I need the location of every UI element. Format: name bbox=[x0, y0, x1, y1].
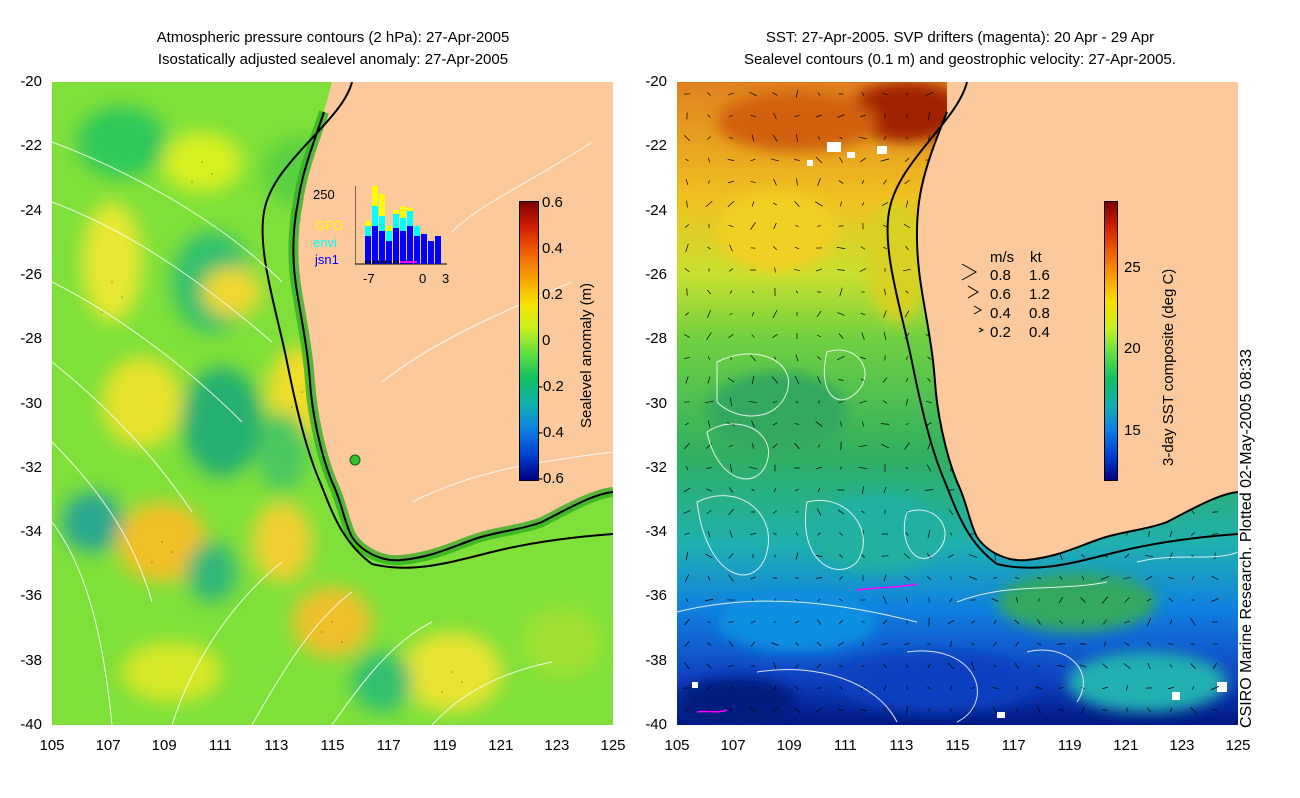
sealevel-cbar-tick-6: -0.6 bbox=[538, 470, 564, 487]
sst-map bbox=[677, 82, 1238, 725]
right-lon-tick-4: 113 bbox=[889, 737, 914, 754]
left-title-line1: Atmospheric pressure contours (2 hPa): 2… bbox=[156, 29, 510, 46]
left-lat-tick-8: -36 bbox=[20, 587, 42, 605]
left-lon-tick-9: 123 bbox=[544, 737, 570, 754]
velocity-legend-ms-1: 0.6 bbox=[990, 286, 1011, 303]
sealevel-colorbar-label: Sealevel anomaly (m) bbox=[578, 282, 595, 428]
left-lat-tick-6: -32 bbox=[20, 458, 42, 476]
inset-ymax-label: 250 bbox=[313, 187, 335, 202]
velocity-legend-kt-header: kt bbox=[1030, 249, 1042, 266]
left-lon-tick-2: 109 bbox=[151, 737, 177, 754]
station-marker bbox=[349, 454, 361, 466]
australia-land-sst bbox=[916, 82, 1238, 561]
right-lon-tick-3: 111 bbox=[833, 737, 857, 754]
sealevel-cbar-tick-2: 0.2 bbox=[542, 286, 563, 303]
sealevel-contours bbox=[677, 349, 1238, 723]
left-lat-tick-7: -34 bbox=[20, 523, 42, 541]
velocity-legend: m/s kt 0.8 1.6 0.6 1.2 0.4 0.8 0.2 0.4 bbox=[960, 249, 1060, 341]
right-title-line1: SST: 27-Apr-2005. SVP drifters (magenta)… bbox=[765, 29, 1155, 46]
right-lon-tick-5: 115 bbox=[945, 737, 970, 754]
right-title-line2: Sealevel contours (0.1 m) and geostrophi… bbox=[744, 51, 1176, 68]
right-lon-tick-7: 119 bbox=[1057, 737, 1082, 754]
left-lon-tick-4: 113 bbox=[264, 737, 289, 754]
right-lon-tick-8: 121 bbox=[1113, 737, 1139, 754]
sealevel-cbar-tick-5: -0.4 bbox=[538, 424, 564, 441]
right-lat-tick-3: -26 bbox=[645, 265, 667, 283]
velocity-legend-ms-0: 0.8 bbox=[990, 267, 1011, 284]
left-lon-tick-0: 105 bbox=[39, 737, 65, 754]
shelf-break-contour bbox=[261, 82, 613, 569]
right-lat-tick-5: -30 bbox=[645, 394, 667, 412]
inset-legend-jsn1: jsn1 bbox=[315, 252, 339, 267]
right-lat-tick-9: -38 bbox=[645, 651, 667, 669]
left-lon-tick-5: 115 bbox=[320, 737, 345, 754]
right-lon-tick-6: 117 bbox=[1001, 737, 1026, 754]
sealevel-cbar-tick-0: 0.6 bbox=[542, 194, 563, 211]
sealevel-colorbar bbox=[519, 201, 539, 481]
satellite-pass-inset: 250 GFO envi jsn1 -7 0 3 bbox=[305, 180, 465, 292]
right-lat-tick-7: -34 bbox=[645, 523, 667, 541]
credit-text: CSIRO Marine Research. Plotted 02-May-20… bbox=[1238, 349, 1255, 728]
right-lat-tick-6: -32 bbox=[645, 458, 667, 476]
sealevel-cbar-tick-3: 0 bbox=[542, 332, 551, 349]
left-lat-tick-5: -30 bbox=[20, 394, 42, 412]
sst-cbar-tick-15: 15 bbox=[1124, 422, 1141, 439]
velocity-legend-arrows bbox=[961, 263, 985, 333]
svp-drifter-tracks bbox=[696, 583, 918, 713]
velocity-legend-kt-1: 1.2 bbox=[1029, 286, 1050, 303]
velocity-legend-kt-3: 0.4 bbox=[1029, 324, 1050, 341]
velocity-legend-kt-0: 1.6 bbox=[1029, 267, 1050, 284]
left-lat-tick-3: -26 bbox=[20, 265, 42, 283]
right-lat-tick-0: -20 bbox=[645, 73, 667, 90]
australia-land bbox=[293, 82, 613, 561]
left-lat-tick-1: -22 bbox=[20, 137, 42, 155]
inset-bar-chart bbox=[355, 186, 447, 265]
right-lat-tick-10: -40 bbox=[645, 716, 667, 733]
right-lon-tick-9: 123 bbox=[1169, 737, 1195, 754]
left-lat-tick-4: -28 bbox=[20, 330, 42, 348]
velocity-legend-ms-2: 0.4 bbox=[990, 305, 1011, 322]
left-lon-tick-7: 119 bbox=[432, 737, 457, 754]
left-lon-tick-1: 107 bbox=[95, 737, 121, 754]
sst-cbar-tick-25: 25 bbox=[1124, 259, 1141, 276]
right-lon-tick-1: 107 bbox=[720, 737, 746, 754]
right-lon-tick-0: 105 bbox=[664, 737, 690, 754]
right-lat-tick-2: -24 bbox=[645, 201, 667, 219]
right-lon-tick-2: 109 bbox=[776, 737, 802, 754]
shelf-break-sst bbox=[886, 82, 1238, 569]
velocity-legend-ms-3: 0.2 bbox=[990, 324, 1011, 341]
sealevel-cbar-tick-4: -0.2 bbox=[538, 378, 564, 395]
left-lon-tick-6: 117 bbox=[376, 737, 401, 754]
inset-legend-gfo: GFO bbox=[315, 218, 344, 233]
left-lat-tick-10: -40 bbox=[20, 716, 42, 733]
left-title-line2: Isostatically adjusted sealevel anomaly:… bbox=[157, 51, 509, 68]
velocity-legend-ms-header: m/s bbox=[990, 249, 1015, 266]
sealevel-cbar-tick-1: 0.4 bbox=[542, 240, 563, 257]
coastline bbox=[292, 111, 613, 562]
sst-field bbox=[677, 82, 1238, 725]
sst-colorbar-label: 3-day SST composite (deg C) bbox=[1160, 268, 1177, 466]
right-lon-tick-10: 125 bbox=[1225, 737, 1251, 754]
pressure-contours bbox=[52, 141, 613, 725]
inset-xtick-neg7: -7 bbox=[363, 271, 375, 286]
velocity-legend-kt-2: 0.8 bbox=[1029, 305, 1050, 322]
right-lat-tick-4: -28 bbox=[645, 330, 667, 348]
left-lat-tick-2: -24 bbox=[20, 201, 42, 219]
left-lat-tick-0: -20 bbox=[20, 73, 42, 90]
sst-colorbar bbox=[1104, 201, 1118, 481]
sst-cbar-tick-20: 20 bbox=[1124, 340, 1141, 357]
inset-xtick-3: 3 bbox=[442, 271, 450, 286]
inset-legend-envi: envi bbox=[313, 235, 337, 250]
right-lat-tick-8: -36 bbox=[645, 587, 667, 605]
inset-xtick-0: 0 bbox=[419, 271, 427, 286]
left-lat-tick-9: -38 bbox=[20, 651, 42, 669]
right-lat-tick-1: -22 bbox=[645, 137, 667, 155]
left-lon-tick-8: 121 bbox=[488, 737, 514, 754]
cloud-mask bbox=[692, 142, 1227, 718]
left-lon-tick-3: 111 bbox=[208, 737, 232, 754]
coastline-sst bbox=[915, 111, 1238, 562]
inset-bars bbox=[365, 186, 441, 264]
left-lon-tick-10: 125 bbox=[600, 737, 626, 754]
